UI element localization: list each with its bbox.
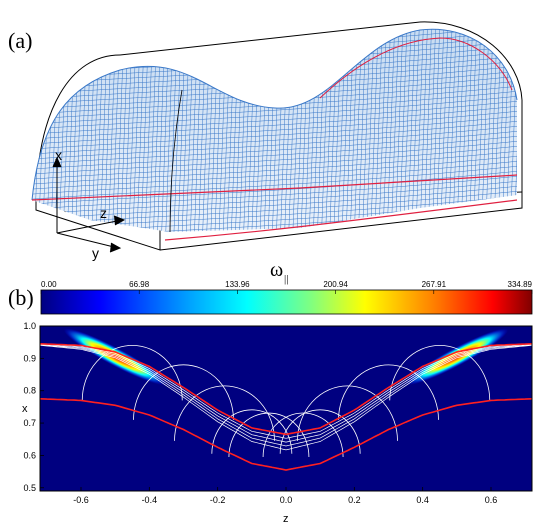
colorbar-tick-label: 334.89 <box>508 280 533 289</box>
colorbar-subscript: || <box>284 273 288 285</box>
colorbar-tick-label: 133.96 <box>225 280 250 289</box>
colorbar-tick-label: 200.94 <box>323 280 348 289</box>
axis-z-label: z <box>100 205 107 221</box>
colorbar: ω || 0.00 66.98 133.96 200.94 267.91 334.89 <box>40 259 533 315</box>
orbit-arc-2 <box>133 364 234 420</box>
orbit-arc-8 <box>297 385 398 441</box>
orbit-arc-10 <box>389 345 491 401</box>
orbit-arc-4 <box>211 409 293 454</box>
y-tick-label: 0.9 <box>23 353 36 363</box>
axis-x-label: x <box>55 147 62 163</box>
orbit-arc-9 <box>338 364 439 420</box>
orbit-arc-1 <box>81 345 183 401</box>
y-tick-label: 0.8 <box>23 386 36 396</box>
colorbar-tick-label: 0.00 <box>41 280 57 289</box>
field-line-5 <box>40 344 532 451</box>
x-tick-label: 0.4 <box>416 495 429 505</box>
colorbar-gradient <box>40 289 533 315</box>
z-axis-arrow <box>56 219 123 234</box>
y-axis-arrow <box>56 232 119 249</box>
x-tick-label: -0.2 <box>210 495 226 505</box>
x-axis-title: z <box>283 513 289 525</box>
heatmap-plot: -0.6 -0.4 -0.2 0.0 0.2 0.4 0.6 1.0 0.9 0.8 0.7 0.6 0… <box>22 321 533 525</box>
y-tick-label: 0.6 <box>23 450 36 460</box>
mesh-surface <box>31 28 518 241</box>
colorbar-symbol: ω <box>270 259 283 281</box>
y-tick-label: 0.5 <box>23 483 36 493</box>
coordinate-axes <box>52 156 126 253</box>
field-line-4 <box>40 344 532 447</box>
y-tick-label: 0.7 <box>23 418 36 428</box>
axis-y-label: y <box>92 245 99 261</box>
x-tick-label: -0.4 <box>142 495 158 505</box>
orbit-arc-3 <box>174 385 275 441</box>
field-line-3 <box>40 344 532 443</box>
hot-spot-1 <box>63 328 167 386</box>
orbit-arc-7 <box>279 409 361 454</box>
colorbar-tick-label: 66.98 <box>129 280 150 289</box>
orbit-arc-5 <box>228 412 310 458</box>
orbit-arc-6 <box>262 412 344 458</box>
panel-b: (b) ω || 0.00 66.98 133.96 200.94 267.91 334.… <box>8 259 533 525</box>
upper-boundary-curve <box>40 343 532 436</box>
hot-spot-2 <box>405 328 509 386</box>
field-line-2 <box>40 343 532 439</box>
x-tick-label: 0.6 <box>485 495 498 505</box>
panel-a: (a) <box>8 21 523 261</box>
y-tick-label: 1.0 <box>23 321 36 331</box>
panel-a-label: (a) <box>8 28 32 53</box>
x-tick-label: -0.6 <box>73 495 89 505</box>
x-tick-label: 0.0 <box>280 495 293 505</box>
y-axis-title: x <box>22 403 28 415</box>
lower-boundary-curve <box>40 398 532 471</box>
x-tick-label: 0.2 <box>348 495 361 505</box>
panel-b-label: (b) <box>8 285 34 310</box>
colorbar-tick-label: 267.91 <box>422 280 447 289</box>
